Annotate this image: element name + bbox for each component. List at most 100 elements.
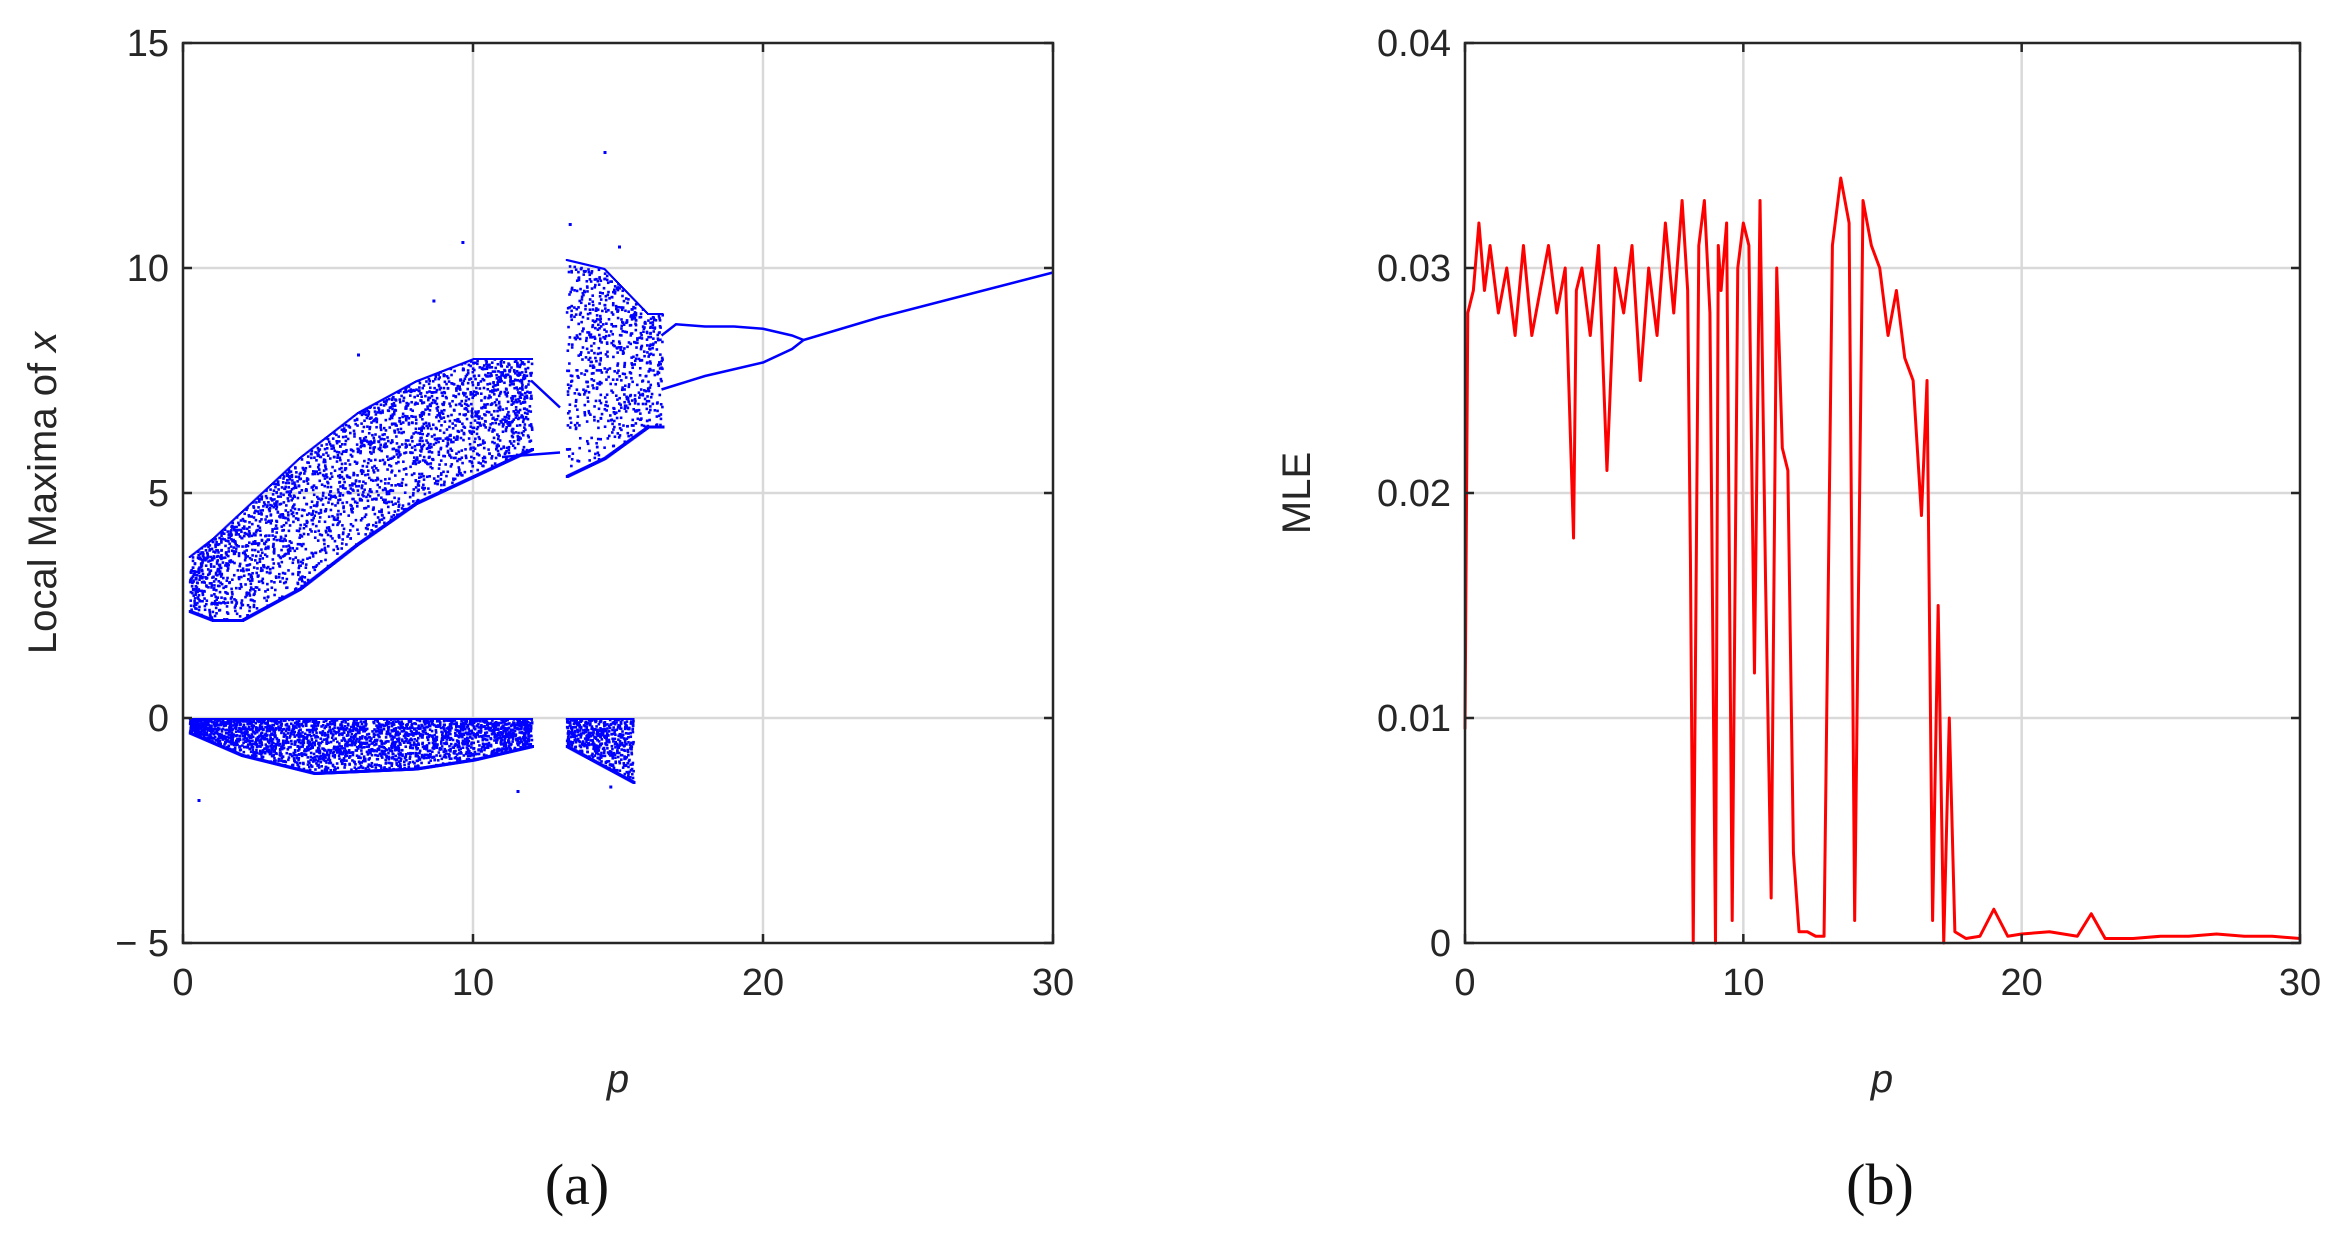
scatter-point [245, 549, 249, 552]
scatter-point [409, 733, 412, 736]
scatter-point [350, 743, 354, 747]
scatter-point [219, 601, 223, 605]
scatter-point [486, 387, 490, 391]
scatter-point [250, 739, 254, 743]
scatter-point [336, 766, 340, 770]
scatter-point [346, 475, 349, 479]
scatter-point [415, 743, 418, 747]
scatter-point [215, 611, 218, 615]
scatter-point [450, 413, 453, 417]
scatter-point [316, 539, 320, 542]
scatter-point [296, 496, 300, 500]
scatter-point [404, 389, 407, 392]
scatter-point [523, 400, 527, 404]
scatter-point [195, 586, 199, 589]
scatter-point [470, 460, 474, 464]
scatter-point [428, 424, 431, 428]
scatter-point [512, 721, 516, 725]
scatter-point [444, 731, 448, 735]
scatter-point [409, 451, 413, 455]
scatter-point [337, 534, 341, 537]
scatter-point [232, 743, 236, 747]
scatter-point [318, 533, 322, 536]
scatter-point [390, 515, 393, 519]
scatter-point [390, 403, 394, 406]
scatter-point [491, 430, 494, 433]
scatter-point [271, 726, 275, 730]
scatter-point [522, 743, 526, 747]
scatter-point [231, 560, 234, 564]
scatter-point [286, 732, 290, 735]
scatter-point [248, 532, 251, 535]
scatter-point [409, 720, 413, 723]
scatter-point [510, 429, 514, 433]
scatter-point [319, 511, 323, 514]
scatter-point [280, 536, 283, 540]
scatter-point [225, 728, 229, 732]
scatter-point [284, 741, 287, 745]
scatter-point [336, 488, 340, 491]
scatter-point [238, 734, 242, 738]
scatter-point [394, 502, 397, 505]
scatter-point [334, 748, 338, 752]
scatter-point [503, 374, 507, 378]
scatter-point [388, 426, 392, 429]
scatter-point [279, 513, 282, 516]
scatter-point [351, 524, 355, 528]
scatter-point [478, 437, 481, 441]
scatter-point [315, 459, 318, 462]
scatter-point [190, 569, 193, 572]
scatter-point [371, 479, 375, 483]
scatter-point [189, 604, 193, 608]
scatter-point [230, 601, 234, 604]
scatter-point [245, 564, 249, 567]
scatter-point [342, 427, 346, 430]
scatter-point [244, 595, 247, 599]
scatter-point [190, 584, 194, 588]
scatter-point [392, 727, 396, 731]
scatter-point [345, 543, 348, 546]
scatter-point [445, 375, 449, 378]
scatter-point [491, 370, 495, 373]
scatter-point [332, 516, 336, 519]
scatter-point [455, 753, 459, 756]
scatter-point [380, 496, 383, 500]
scatter-point [433, 433, 436, 437]
scatter-point [382, 400, 386, 403]
scatter-point [514, 733, 518, 736]
scatter-point [288, 540, 292, 543]
scatter-point [525, 374, 529, 378]
scatter-point [199, 726, 203, 730]
scatter-point [530, 362, 534, 366]
scatter-point [247, 514, 251, 517]
scatter-point [318, 455, 322, 459]
scatter-point [469, 447, 472, 451]
scatter-point [233, 528, 236, 532]
scatter-point [504, 420, 507, 424]
scatter-point [246, 555, 250, 558]
scatter-point [414, 431, 418, 434]
scatter-point [401, 478, 405, 481]
scatter-point [483, 731, 487, 735]
scatter-point [301, 575, 304, 578]
scatter-point [203, 597, 206, 600]
scatter-point [265, 521, 268, 524]
scatter-point [492, 381, 495, 385]
scatter-point [507, 451, 511, 455]
scatter-point [246, 744, 250, 748]
scatter-point [315, 564, 319, 567]
scatter-point [275, 507, 278, 511]
scatter-point [257, 512, 261, 515]
scatter-point [521, 383, 524, 387]
scatter-point [343, 468, 347, 472]
scatter-point [262, 501, 266, 504]
scatter-point [356, 424, 359, 427]
scatter-point [192, 587, 196, 591]
scatter-point [393, 496, 396, 500]
scatter-point [501, 422, 505, 426]
scatter-point [317, 763, 320, 767]
scatter-point [513, 446, 517, 450]
scatter-point [348, 484, 352, 487]
scatter-point [238, 615, 242, 618]
